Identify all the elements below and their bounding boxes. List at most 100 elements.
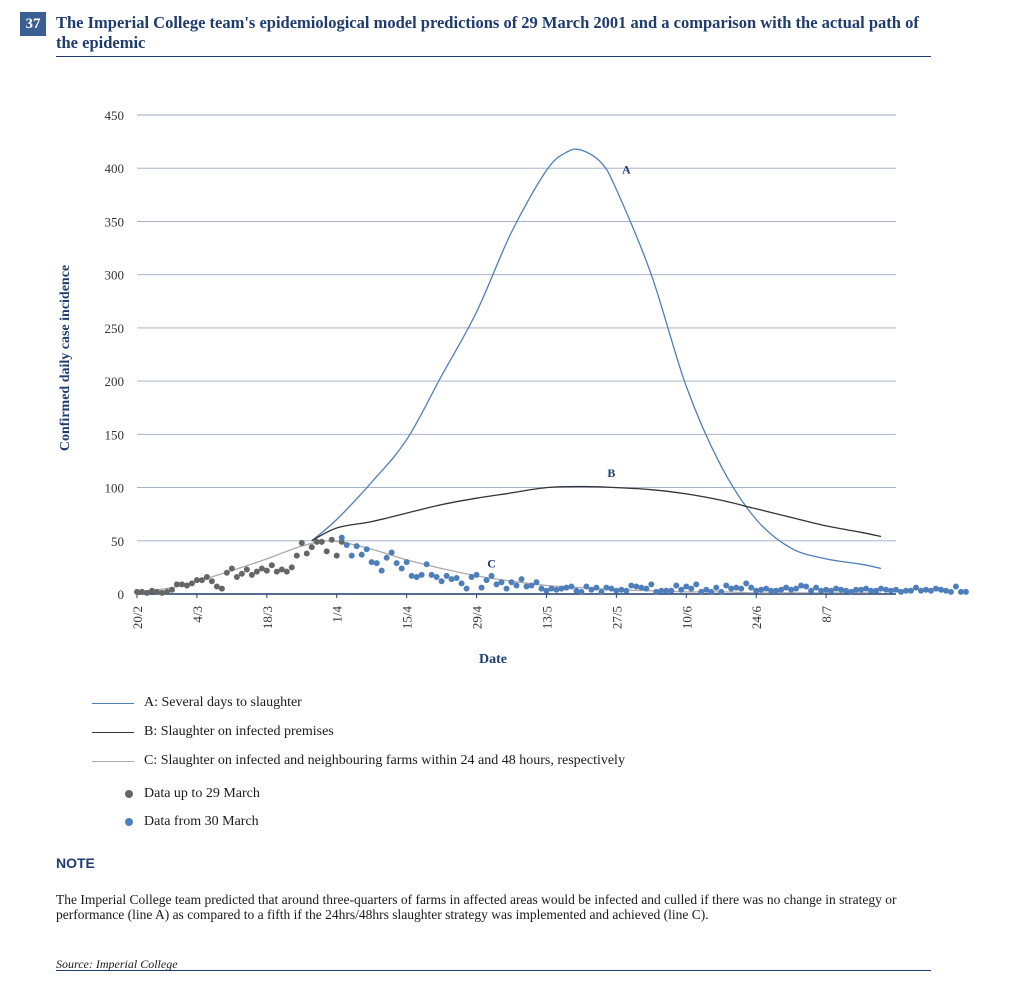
data-point [378, 567, 385, 574]
annotation-a: A [622, 163, 631, 177]
x-tick-1-4: 1/4 [330, 606, 345, 623]
data-point [723, 582, 730, 589]
data-point [473, 571, 480, 578]
data-point [463, 585, 470, 592]
data-point [618, 586, 625, 593]
data-point [448, 576, 455, 583]
data-point [853, 586, 860, 593]
data-point [458, 580, 465, 587]
data-point [912, 584, 919, 591]
data-point [962, 588, 969, 595]
data-point [178, 581, 185, 588]
data-point [708, 588, 715, 595]
data-point [648, 581, 655, 588]
data-point [932, 585, 939, 592]
data-point [883, 586, 890, 593]
y-tick-150: 150 [105, 427, 125, 442]
note-text: The Imperial College team predicted that… [56, 892, 897, 922]
data-point [188, 580, 195, 587]
data-point [768, 587, 775, 594]
data-point [223, 569, 230, 576]
data-point [438, 578, 445, 585]
data-point [733, 584, 740, 591]
data-point [238, 570, 245, 577]
data-point [713, 584, 720, 591]
data-point [947, 588, 954, 595]
data-point [338, 538, 345, 545]
x-tick-24-6: 24/6 [749, 606, 764, 630]
data-point [468, 573, 475, 580]
data-point [743, 580, 750, 587]
x-tick-10-6: 10/6 [679, 606, 694, 630]
data-point [388, 549, 395, 556]
data-point [838, 586, 845, 593]
data-point [833, 585, 840, 592]
data-point [608, 585, 615, 592]
data-point [678, 586, 685, 593]
data-point [533, 579, 540, 586]
y-tick-450: 450 [105, 108, 125, 123]
data-point [518, 576, 525, 583]
data-point [168, 586, 175, 593]
data-point [258, 565, 265, 572]
data-point [957, 588, 964, 595]
data-point [428, 571, 435, 578]
data-point [758, 586, 765, 593]
line-annotations: A B C [487, 163, 631, 571]
y-tick-350: 350 [105, 214, 125, 229]
data-point [413, 573, 420, 580]
data-point [288, 564, 295, 571]
data-point [408, 572, 415, 579]
data-point [907, 587, 914, 594]
data-point [148, 587, 155, 594]
data-point [703, 586, 710, 593]
data-point [373, 560, 380, 567]
data-point [927, 587, 934, 594]
legend-line-a [92, 703, 134, 704]
data-point [828, 587, 835, 594]
data-point [788, 586, 795, 593]
x-tick-27-5: 27/5 [609, 606, 624, 629]
data-point [298, 539, 305, 546]
data-point [793, 585, 800, 592]
data-point [488, 572, 495, 579]
data-point [658, 587, 665, 594]
data-point [383, 554, 390, 561]
figure-number-badge: 37 [20, 12, 46, 36]
data-point [278, 566, 285, 573]
data-point [813, 584, 820, 591]
data-point [613, 587, 620, 594]
data-point [433, 573, 440, 580]
data-point [363, 546, 370, 553]
series-line-c [136, 540, 881, 594]
data-point [403, 559, 410, 566]
data-point [553, 586, 560, 593]
data-point [483, 577, 490, 584]
data-point [902, 587, 909, 594]
y-tick-300: 300 [105, 268, 125, 283]
series-layer [134, 148, 969, 596]
data-point [663, 587, 670, 594]
data-point [893, 586, 899, 593]
y-tick-400: 400 [105, 161, 125, 176]
data-point [823, 586, 830, 593]
data-point [138, 588, 145, 595]
data-point [293, 552, 300, 559]
data-point [283, 568, 290, 575]
data-point [573, 587, 580, 594]
data-point [623, 587, 630, 594]
data-point [393, 560, 400, 567]
data-point [922, 586, 929, 593]
data-point [453, 575, 460, 582]
annotation-c: C [487, 556, 496, 570]
data-point [353, 543, 360, 550]
data-point [398, 565, 405, 572]
title-rule [56, 56, 931, 57]
data-point [693, 581, 700, 588]
source-credit: Source: Imperial College [56, 957, 178, 971]
x-tick-labels: 20/2 4/3 18/3 1/4 15/4 29/4 13/5 27/5 10/6 24/6 8/… [130, 606, 834, 630]
data-point [203, 573, 210, 580]
legend-label-c: C: Slaughter on infected and neighbourin… [144, 753, 625, 768]
data-point [318, 538, 325, 545]
data-point [783, 584, 790, 591]
